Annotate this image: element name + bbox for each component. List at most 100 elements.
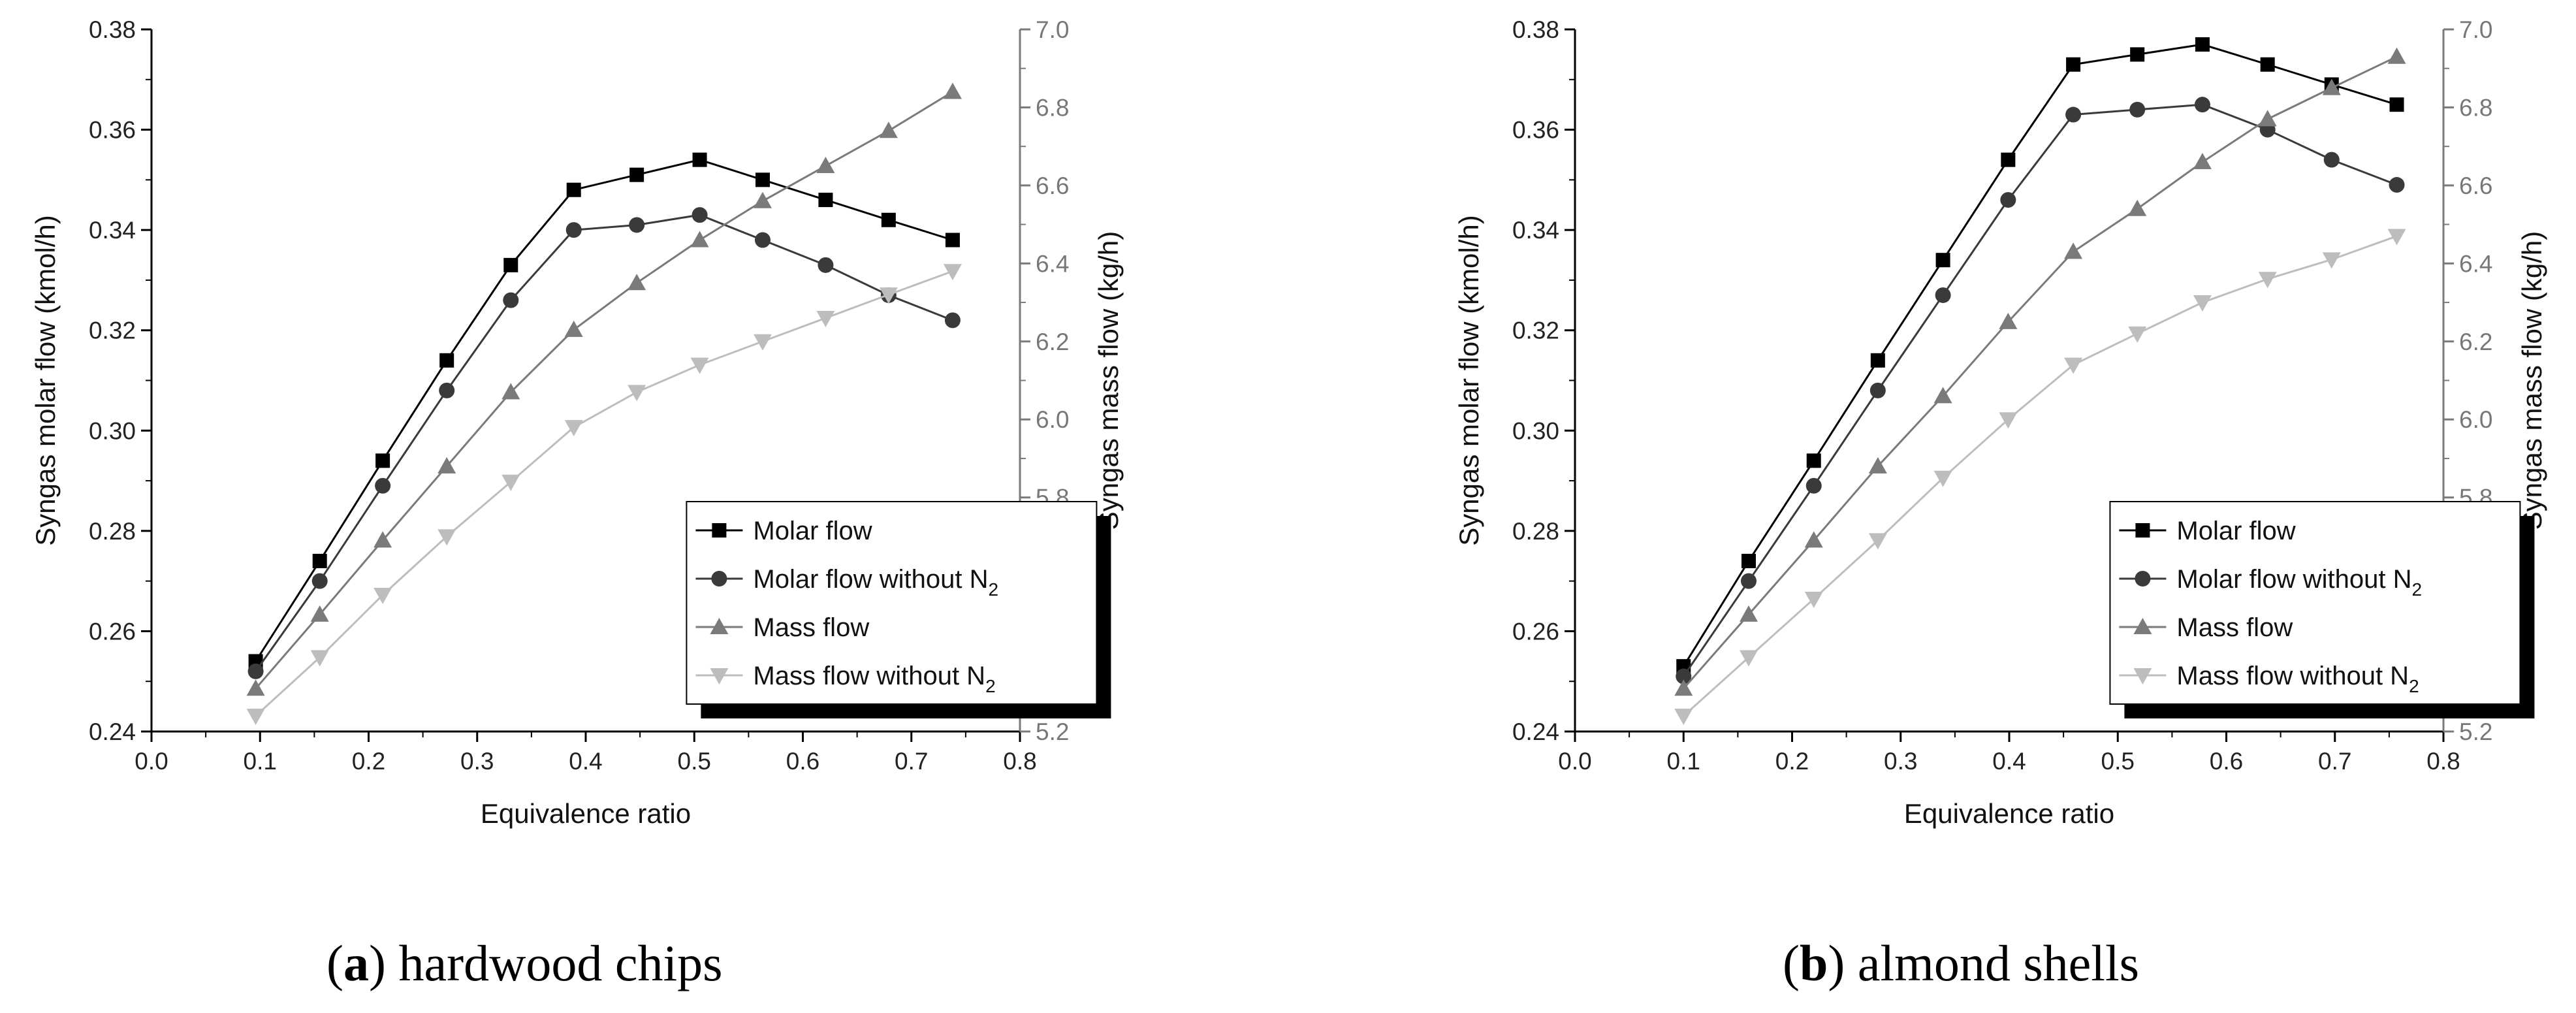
legend-label-text: Mass flow without N [753,662,985,690]
series-line-2 [1683,56,2398,690]
legend-label: Mass flow [2176,613,2293,642]
x-tick-label: 0.5 [2101,748,2135,775]
y-left-tick-label: 0.28 [89,518,136,545]
y-left-tick-label: 0.30 [1512,417,1559,444]
data-point [374,587,392,604]
data-point [629,217,645,233]
y-axis-label-right: Syngas mass flow (kg/h) [1093,231,1124,530]
x-tick-label: 0.3 [1884,748,1917,775]
y-left-tick-label: 0.34 [1512,217,1559,244]
data-point [2064,242,2083,259]
data-point [375,477,391,494]
y-left-tick-label: 0.34 [89,217,136,244]
data-point [692,207,708,223]
data-point [2130,47,2145,62]
data-point [755,172,770,187]
legend-label-text: Molar flow without N [753,565,988,594]
legend-marker [2133,618,2152,634]
data-point [2065,106,2082,123]
data-point [816,310,835,327]
legend-label-subscript: 2 [985,676,996,696]
legend-label: Mass flow without N2 [2176,662,2419,696]
data-point [1676,668,1692,684]
y-left-tick-label: 0.26 [1512,618,1559,645]
y-right-tick-label: 5.2 [1036,718,1069,745]
y-left-tick-label: 0.32 [89,317,136,344]
x-tick-label: 0.0 [1558,748,1591,775]
data-point [246,709,265,726]
data-point [437,457,456,474]
series-line-0 [255,159,953,662]
data-point [439,353,454,368]
y-right-tick-label: 6.4 [2459,250,2492,277]
x-axis-label: Equivalence ratio [481,798,691,829]
legend-marker [711,571,727,587]
data-point [879,121,898,138]
legend-marker [2135,571,2151,587]
data-point [1868,457,1887,474]
data-point [2389,177,2405,193]
data-point [1674,679,1693,696]
legend-label-text: Mass flow [753,613,869,642]
data-point [501,383,520,400]
x-tick-label: 0.1 [244,748,277,775]
x-tick-label: 0.1 [1667,748,1700,775]
data-point [1933,387,1952,404]
y-axis-label-left: Syngas molar flow (kmol/h) [1454,215,1484,545]
data-point [1804,531,1823,548]
legend-label-text: Mass flow without N [2176,662,2409,690]
data-point [1741,573,1757,589]
legend-label: Molar flow [2176,517,2295,545]
data-point [2322,78,2341,95]
y-right-tick-label: 6.4 [1036,250,1069,277]
y-right-tick-label: 5.2 [2459,718,2492,745]
legend-label-subscript: 2 [2409,676,2419,696]
data-point [247,663,264,679]
y-right-tick-label: 6.8 [2459,94,2492,121]
data-point [1806,453,1821,468]
data-point [2323,152,2340,168]
data-point [564,320,583,337]
data-point [2195,37,2210,52]
data-point [879,287,898,304]
caption-a-letter: a [343,935,369,991]
data-point [1870,353,1885,368]
data-point [566,182,581,197]
data-point [629,167,644,182]
y-right-tick-label: 7.0 [1036,16,1069,43]
data-point [503,257,518,272]
data-point [753,334,772,351]
data-point [439,382,455,398]
legend-label-text: Molar flow [753,517,872,545]
y-left-tick-label: 0.36 [89,117,136,144]
data-point [753,191,772,208]
data-point [1935,253,1950,268]
legend-marker [2135,523,2150,538]
legend-label-text: Molar flow without N [2176,565,2411,594]
legend-label: Molar flow [753,517,872,545]
legend-marker [710,618,729,634]
data-point [2193,153,2212,170]
data-point [628,274,646,291]
data-point [692,152,707,167]
data-point [564,420,583,437]
data-point [311,573,328,589]
data-point [1999,412,2018,429]
x-tick-label: 0.4 [1992,748,2026,775]
series-line-1 [1683,103,2398,677]
x-tick-label: 0.2 [1775,748,1809,775]
legend-label: Mass flow [753,613,869,642]
data-point [943,264,962,281]
legend-marker [2133,668,2152,684]
legend-marker [710,668,729,684]
y-right-tick-label: 6.6 [1036,172,1069,199]
data-point [690,357,709,374]
y-left-tick-label: 0.38 [1512,16,1559,43]
series-line-3 [1683,235,2398,717]
x-axis-label: Equivalence ratio [1904,798,2114,829]
x-tick-label: 0.5 [678,748,711,775]
x-tick-label: 0.2 [352,748,385,775]
legend-label-subscript: 2 [2412,579,2423,600]
x-tick-label: 0.4 [569,748,602,775]
